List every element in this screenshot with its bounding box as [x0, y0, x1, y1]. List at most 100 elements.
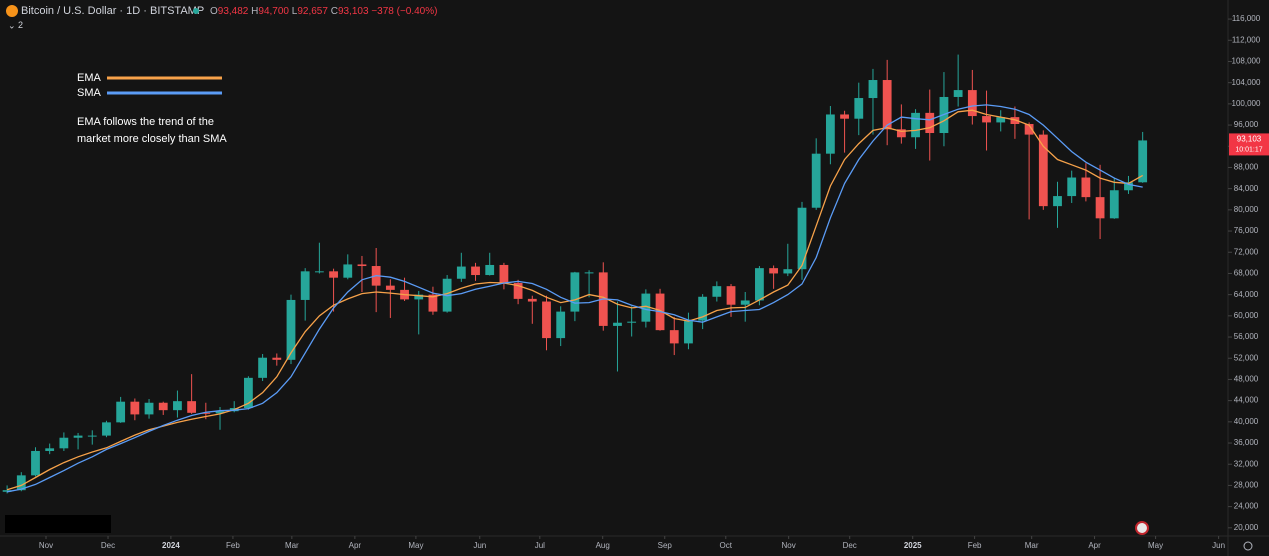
status-dot	[193, 8, 199, 14]
candle-body	[16, 475, 26, 491]
candle-body	[911, 112, 920, 138]
candle-body	[357, 264, 367, 267]
candle-body	[882, 80, 892, 130]
candle-body	[428, 294, 438, 312]
y-tick-label: 64,000	[1234, 290, 1259, 299]
ohlc-key: H	[251, 6, 258, 17]
ohlc-value: 93,482	[218, 6, 249, 17]
candle-body	[783, 269, 793, 274]
y-tick-label: 48,000	[1234, 375, 1259, 384]
x-tick-label: Jun	[1212, 541, 1225, 550]
ohlc-key: C	[331, 6, 338, 17]
x-tick-label: 2024	[162, 541, 180, 550]
candle-body	[996, 117, 1006, 123]
candle-body	[258, 357, 268, 378]
candle-body	[244, 377, 253, 409]
indicator-count: 2	[18, 20, 23, 30]
y-tick-label: 68,000	[1234, 269, 1259, 278]
candle-body	[712, 286, 722, 297]
candle-body	[896, 129, 906, 138]
candle-body	[385, 285, 395, 290]
plot-area	[2, 54, 1148, 494]
event-icon[interactable]	[1135, 521, 1149, 535]
candle-body	[641, 293, 651, 322]
x-tick-label: Feb	[968, 541, 982, 550]
candle-body	[286, 299, 296, 360]
price-tag-label: 93,103	[1237, 135, 1262, 144]
ohlc-value: 94,700	[258, 6, 289, 17]
y-tick-label: 108,000	[1232, 57, 1261, 66]
candle-body	[1010, 117, 1020, 125]
candle-body	[925, 112, 935, 134]
candle-body	[755, 268, 764, 301]
y-tick-label: 116,000	[1232, 14, 1261, 23]
y-tick-label: 28,000	[1234, 481, 1259, 490]
y-tick-label: 20,000	[1234, 523, 1259, 532]
candle-body	[982, 116, 991, 123]
candle-body	[59, 437, 69, 449]
y-tick-label: 80,000	[1234, 205, 1259, 214]
candle-body	[542, 301, 551, 339]
candle-body	[1095, 197, 1105, 219]
candle-body	[1038, 134, 1048, 207]
candle-body	[314, 271, 324, 273]
candle-body	[158, 402, 168, 411]
x-tick-label: Aug	[596, 541, 610, 550]
candle-body	[570, 272, 580, 312]
ohlc-value: 92,657	[297, 6, 328, 17]
x-tick-label: May	[408, 541, 423, 550]
y-tick-label: 60,000	[1234, 311, 1259, 320]
x-tick-label: Feb	[226, 541, 240, 550]
candle-body	[73, 435, 83, 438]
x-tick-label: Sep	[658, 541, 673, 550]
indicator-toggle[interactable]: ⌄ 2	[8, 20, 23, 30]
y-tick-label: 76,000	[1234, 226, 1259, 235]
candle-body	[471, 266, 480, 276]
price-tag-time: 10:01:17	[1235, 146, 1262, 153]
settings-icon[interactable]	[1243, 541, 1253, 551]
candle-body	[811, 153, 821, 208]
candle-body	[173, 401, 182, 411]
y-tick-label: 52,000	[1234, 353, 1259, 362]
candle-body	[1109, 190, 1119, 219]
candle-body	[797, 207, 807, 270]
candle-body	[485, 264, 495, 276]
legend-label: EMA	[77, 72, 102, 84]
x-tick-label: Dec	[843, 541, 857, 550]
candle-body	[613, 322, 622, 326]
x-tick-label: Oct	[720, 541, 733, 550]
y-tick-label: 96,000	[1234, 120, 1259, 129]
logo-box	[5, 515, 111, 533]
candle-body	[684, 320, 693, 344]
candle-body	[1067, 177, 1077, 197]
candle-body	[953, 90, 963, 97]
ohlc-value: 93,103	[338, 6, 369, 17]
candle-body	[300, 271, 310, 300]
x-tick-label: Jul	[535, 541, 545, 550]
candle-body	[669, 330, 679, 344]
x-tick-label: Apr	[1088, 541, 1101, 550]
candle-body	[584, 272, 594, 274]
y-tick-label: 40,000	[1234, 417, 1259, 426]
candle-body	[187, 401, 197, 413]
y-tick-label: 88,000	[1234, 163, 1259, 172]
ohlc-change: −378 (−0.40%)	[371, 6, 437, 17]
candle-body	[740, 300, 750, 305]
y-tick-label: 24,000	[1234, 502, 1259, 511]
x-tick-label: Dec	[101, 541, 115, 550]
candle-body	[1138, 140, 1148, 183]
candle-body	[1081, 177, 1091, 198]
annotation: EMA follows the trend of the	[77, 116, 214, 128]
candle-body	[31, 450, 40, 476]
candle-body	[116, 401, 126, 423]
candle-body	[45, 448, 55, 451]
y-tick-label: 72,000	[1234, 247, 1259, 256]
y-tick-label: 112,000	[1232, 35, 1261, 44]
ohlc-readout: O93,482 H94,700 L92,657 C93,103 −378 (−0…	[210, 6, 437, 17]
x-tick-label: Nov	[39, 541, 53, 550]
candle-body	[456, 266, 466, 279]
x-tick-label: Jun	[473, 541, 486, 550]
candle-body	[868, 80, 878, 99]
